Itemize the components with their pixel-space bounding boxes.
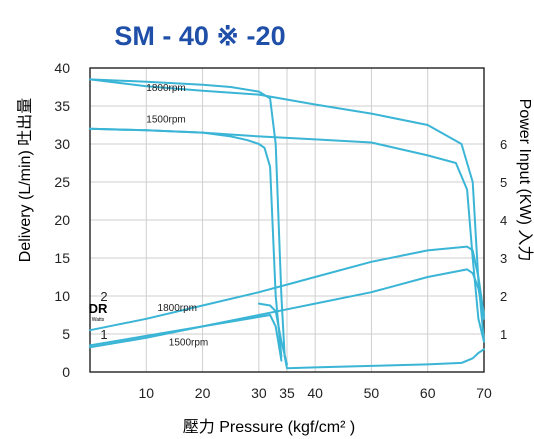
x-tick-label: 10 bbox=[138, 385, 154, 401]
y2-tick-label: 3 bbox=[500, 251, 507, 266]
series-line-7 bbox=[89, 314, 283, 362]
x-tick-label: 70 bbox=[476, 385, 492, 401]
y-tick-label: 15 bbox=[54, 250, 70, 266]
axes bbox=[89, 67, 485, 373]
y2-tick-label: 5 bbox=[500, 175, 507, 190]
y2-axis-label: Power Input (KW) 入力 bbox=[516, 99, 534, 262]
x-axis-label: 壓力 Pressure (kgf/cm² ) bbox=[183, 418, 355, 436]
y-tick-label: 0 bbox=[62, 364, 70, 380]
dr-axis-sublabel: Watts bbox=[92, 317, 105, 323]
y-axis-label: Delivery (L/min) 吐出量 bbox=[16, 98, 34, 262]
grid bbox=[90, 67, 485, 373]
y-tick-label: 25 bbox=[54, 174, 70, 190]
chart-title: SM - 40 ※ -20 bbox=[114, 21, 285, 51]
x-tick-label: 20 bbox=[195, 385, 211, 401]
series-line-4 bbox=[89, 245, 485, 332]
series-annotation: 1500rpm bbox=[146, 115, 185, 126]
series-annotation: 1800rpm bbox=[158, 303, 197, 314]
y2-tick-label: 6 bbox=[500, 137, 507, 152]
series-line-1 bbox=[89, 78, 485, 343]
series-annotation: 1800rpm bbox=[146, 83, 185, 94]
y-tick-label: 30 bbox=[54, 136, 70, 152]
x-tick-label: 35 bbox=[279, 385, 295, 401]
x-tick-label: 60 bbox=[420, 385, 436, 401]
y2-tick-label: 1 bbox=[500, 327, 507, 342]
series-annotation: 1500rpm bbox=[169, 337, 208, 348]
series-line-3 bbox=[89, 127, 283, 358]
plot-frame bbox=[89, 67, 485, 373]
y2-tick-label: 2 bbox=[500, 289, 507, 304]
annotations: 1800rpm 1500rpm 1800rpm 1500rpm bbox=[146, 83, 208, 349]
tick-labels: 10 20 30 35 40 50 60 70 0 5 10 15 20 25 30 35 40 1 2 3 4 5 6 1 2 bbox=[54, 60, 507, 401]
y2-tick-label: 4 bbox=[500, 213, 507, 228]
y-tick-label: 20 bbox=[54, 212, 70, 228]
y-tick-label: 40 bbox=[54, 60, 70, 76]
x-tick-label: 50 bbox=[364, 385, 380, 401]
dr-tick-label: 2 bbox=[100, 289, 107, 304]
y-tick-label: 5 bbox=[62, 326, 70, 342]
y-tick-label: 35 bbox=[54, 98, 70, 114]
x-tick-label: 40 bbox=[307, 385, 323, 401]
dr-tick-label: 1 bbox=[100, 327, 107, 342]
series-group bbox=[89, 78, 485, 370]
series-line-6 bbox=[257, 302, 288, 366]
y-tick-label: 10 bbox=[54, 288, 70, 304]
x-tick-label: 30 bbox=[251, 385, 267, 401]
dr-axis-label: DR bbox=[89, 301, 108, 316]
